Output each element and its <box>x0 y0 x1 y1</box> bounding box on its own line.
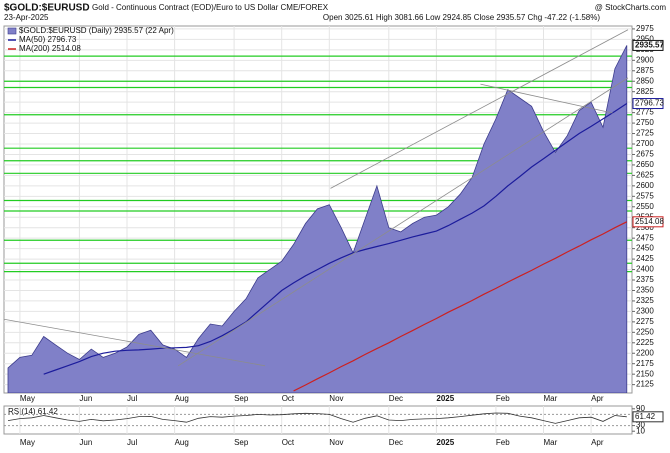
y-tick-label: 2375 <box>636 275 654 284</box>
x-tick-label: Apr <box>591 394 604 403</box>
x-tick-label: 2025 <box>436 394 454 403</box>
x-tick-label: Nov <box>329 394 343 403</box>
legend-label: MA(50) 2796.73 <box>19 35 77 44</box>
x-tick-label: Sep <box>234 438 249 447</box>
x-tick-label: Apr <box>591 438 604 447</box>
plot-layer <box>4 26 632 393</box>
y-tick-label: 2600 <box>636 181 654 190</box>
y-tick-label: 2225 <box>636 338 654 347</box>
rsi-tick-label: 90 <box>636 404 645 413</box>
y-tick-label: 2850 <box>636 76 654 85</box>
rsi-frame <box>3 405 633 435</box>
x-tick-label: Feb <box>496 394 510 403</box>
trend-line <box>330 29 629 189</box>
y-tick-label: 2175 <box>636 359 654 368</box>
y-tick-label: 2625 <box>636 171 654 180</box>
price-area <box>7 45 628 393</box>
x-tick-label: Jun <box>79 438 92 447</box>
y-tick-label: 2675 <box>636 150 654 159</box>
x-tick-label: Oct <box>282 394 295 403</box>
y-tick-label: 2825 <box>636 87 654 96</box>
price-tag-label: 2796.73 <box>635 99 664 108</box>
y-tick-label: 2875 <box>636 66 654 75</box>
y-tick-label: 2650 <box>636 160 654 169</box>
trend-line <box>480 83 613 114</box>
x-tick-label: Oct <box>282 438 295 447</box>
price-tag-label: 2935.57 <box>635 41 664 50</box>
source: @ StockCharts.com <box>595 3 667 12</box>
x-tick-label: Mar <box>544 394 558 403</box>
x-tick-label: Aug <box>175 438 189 447</box>
chart-subtitle: Gold - Continuous Contract (EOD)/Euro to… <box>92 3 329 12</box>
y-tick-label: 2550 <box>636 202 654 211</box>
x-tick-label: 2025 <box>436 438 454 447</box>
rsi-layer <box>4 406 632 434</box>
legend-label: $GOLD:$EURUSD (Daily) 2935.57 (22 Apr) <box>19 26 174 35</box>
y-tick-label: 2975 <box>636 24 654 33</box>
rsi-title: RSI(14) 61.42 <box>8 407 58 416</box>
y-tick-label: 2750 <box>636 118 654 127</box>
y-tick-label: 2475 <box>636 233 654 242</box>
chart-date: 23-Apr-2025 <box>4 13 49 22</box>
legend-swatch <box>7 27 17 35</box>
price-tag <box>632 98 664 110</box>
x-tick-label: Nov <box>329 438 343 447</box>
trend-line <box>4 318 266 367</box>
y-tick-label: 2950 <box>636 35 654 44</box>
chart-title: $GOLD:$EURUSD <box>4 3 90 14</box>
y-tick-label: 2425 <box>636 254 654 263</box>
x-tick-label: Jun <box>79 394 92 403</box>
y-tick-label: 2725 <box>636 129 654 138</box>
rsi-tick-label: 10 <box>636 426 645 435</box>
x-tick-label: Sep <box>234 394 249 403</box>
x-tick-label: Feb <box>496 438 510 447</box>
rsi-tag-label: 61.42 <box>635 412 656 421</box>
rsi-line <box>7 412 627 424</box>
rsi-tick-label: 30 <box>636 421 645 430</box>
y-tick-label: 2500 <box>636 223 654 232</box>
y-tick-label: 2300 <box>636 307 654 316</box>
y-tick-label: 2575 <box>636 191 654 200</box>
price-tag-label: 2514.08 <box>635 217 664 226</box>
ma-line <box>293 221 628 392</box>
x-tick-label: May <box>20 438 35 447</box>
y-tick-label: 2775 <box>636 108 654 117</box>
y-tick-label: 2700 <box>636 139 654 148</box>
x-tick-label: Jul <box>127 438 137 447</box>
y-tick-label: 2350 <box>636 286 654 295</box>
x-tick-label: Aug <box>175 394 189 403</box>
y-tick-label: 2275 <box>636 317 654 326</box>
ma-line <box>43 103 628 375</box>
y-tick-label: 2250 <box>636 327 654 336</box>
y-tick-label: 2900 <box>636 55 654 64</box>
rsi-tag <box>632 411 664 423</box>
price-tag <box>632 39 664 51</box>
y-tick-label: 2200 <box>636 348 654 357</box>
trend-line <box>177 77 629 367</box>
x-tick-label: Jul <box>127 394 137 403</box>
x-tick-label: Mar <box>544 438 558 447</box>
ohlc: Open 3025.61 High 3081.66 Low 2924.85 Cl… <box>323 13 600 22</box>
y-tick-label: 2325 <box>636 296 654 305</box>
x-tick-label: May <box>20 394 35 403</box>
y-tick-label: 2150 <box>636 369 654 378</box>
x-tick-label: Dec <box>389 394 403 403</box>
legend-label: MA(200) 2514.08 <box>19 44 81 53</box>
price-tag <box>632 216 664 228</box>
y-tick-label: 2400 <box>636 265 654 274</box>
y-tick-label: 2125 <box>636 380 654 389</box>
x-tick-label: Dec <box>389 438 403 447</box>
y-tick-label: 2450 <box>636 244 654 253</box>
